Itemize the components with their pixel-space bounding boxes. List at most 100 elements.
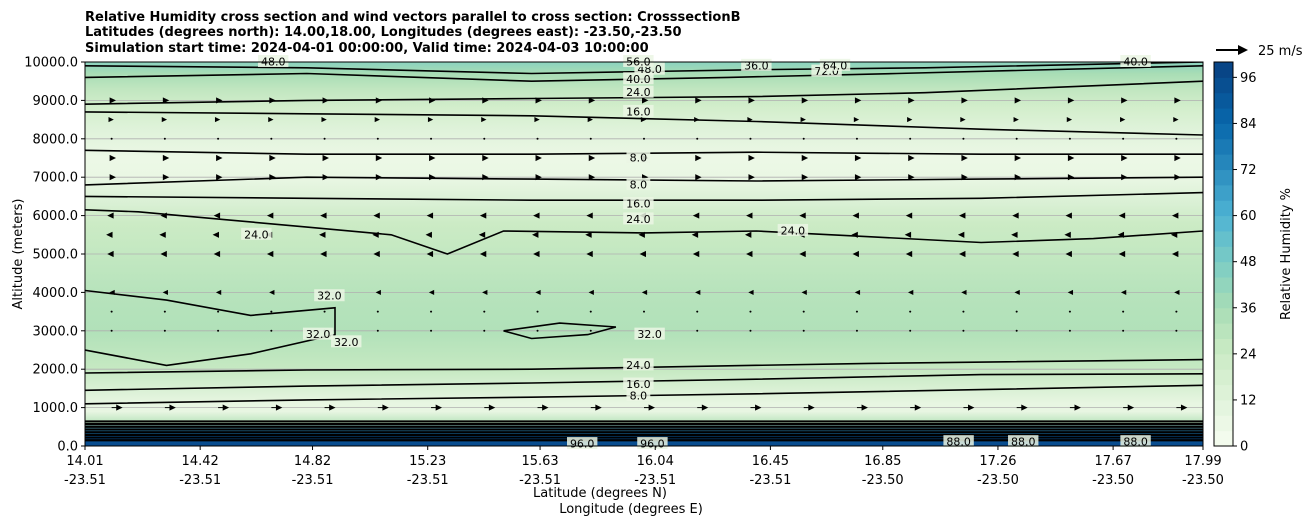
- x-tick-label-lat: 14.01: [66, 454, 103, 469]
- contour-line-24: [85, 358, 1203, 374]
- wind-vector: [589, 329, 592, 332]
- wind-vector-head: [109, 289, 115, 295]
- colorbar-tick-label: 48: [1240, 255, 1257, 270]
- contour-label-bg: [241, 227, 272, 240]
- contour-label-bg: [314, 289, 345, 302]
- wind-vector-head: [429, 174, 436, 181]
- colorbar-band: [1214, 154, 1233, 171]
- wind-vector-head: [639, 250, 646, 258]
- x-tick-label-lat: 17.67: [1095, 454, 1132, 469]
- colorbar-band: [1214, 77, 1233, 94]
- contour-label-bg: [1120, 55, 1151, 67]
- wind-vector-head: [1067, 289, 1074, 295]
- contour-label-bg: [626, 177, 651, 190]
- contour-label-bg: [331, 335, 362, 348]
- wind-vector: [643, 137, 645, 140]
- wind-vector-head: [1173, 117, 1179, 123]
- wind-vector: [802, 137, 805, 140]
- wind-vector-head: [322, 154, 329, 162]
- x-tick-label-lon: -23.51: [179, 473, 221, 488]
- wind-vector: [749, 137, 752, 140]
- colorbar-ticks: 0 12 24 36 48 60 72 84 96: [1233, 71, 1257, 455]
- wind-vector-head: [214, 117, 221, 123]
- chart-title-line-3: Simulation start time: 2024-04-01 00:00:…: [85, 41, 649, 56]
- contour-label: 32.0: [637, 328, 662, 341]
- wind-vector-head: [961, 97, 968, 104]
- wind-vector-head: [851, 231, 858, 238]
- wind-vector-head: [107, 212, 114, 219]
- colorbar-bands: [1214, 62, 1233, 447]
- wind-vector-head: [588, 289, 594, 295]
- colorbar-tick-label: 60: [1240, 209, 1257, 224]
- wind-vector-head: [748, 154, 755, 162]
- colorbar-band: [1214, 261, 1233, 278]
- wind-vector-head: [427, 117, 434, 123]
- y-axis: 0.0 1000.0 2000.0 3000.0 4000.0 5000.0 6000.0 7…: [24, 56, 85, 455]
- x-tick-label-lon: -23.51: [519, 473, 561, 488]
- contour-label: 88.0: [946, 436, 971, 449]
- contour-line-32: [503, 322, 617, 340]
- wind-vector-head: [1012, 212, 1019, 219]
- wind-vector-head: [320, 212, 327, 219]
- wind-vector-head: [800, 117, 806, 123]
- wind-vector-head: [215, 289, 222, 295]
- y-tick-label: 10000.0: [24, 56, 78, 71]
- wind-vector-head: [968, 404, 975, 411]
- wind-vector: [1122, 329, 1125, 332]
- wind-vector: [749, 329, 752, 332]
- contour-label-bg: [626, 151, 651, 163]
- wind-vector-head: [691, 231, 699, 238]
- wind-vector-head: [481, 117, 487, 123]
- contour-label-bg: [943, 435, 974, 448]
- wind-vector-head: [694, 117, 700, 123]
- wind-vector: [536, 137, 539, 140]
- wind-vector-head: [588, 97, 596, 104]
- wind-vector-head: [542, 404, 549, 411]
- wind-vector: [696, 137, 699, 140]
- wind-vector-head: [799, 212, 806, 219]
- colorbar-band: [1214, 353, 1233, 370]
- wind-vector: [589, 310, 592, 313]
- wind-vector-head: [1170, 231, 1178, 238]
- wind-vector-head: [482, 154, 489, 162]
- wind-vector-head: [1012, 250, 1019, 258]
- wind-vector-head: [535, 154, 542, 162]
- wind-vector-head: [269, 174, 276, 181]
- wind-vector-head: [1120, 117, 1126, 123]
- wind-vector-head: [426, 212, 434, 219]
- wind-vector-head: [1121, 154, 1128, 162]
- wind-vector-head: [1067, 154, 1075, 162]
- wind-vector-head: [533, 212, 540, 219]
- x-tick-label-lat: 17.99: [1184, 454, 1221, 469]
- plot-area: 8.08.016.024.024.024.032.032.032.032.024…: [84, 55, 1204, 451]
- contour-label-bg: [623, 377, 654, 390]
- x-axis-label-longitude: Longitude (degrees E): [559, 502, 703, 517]
- wind-vector: [749, 310, 752, 313]
- contour-label: 24.0: [626, 86, 651, 99]
- x-tick-label-lat: 14.42: [182, 454, 219, 469]
- contour-label: 96.0: [640, 438, 665, 451]
- wind-vector: [536, 329, 539, 332]
- wind-vector-head: [1171, 250, 1179, 258]
- wind-vector-head: [534, 117, 540, 123]
- wind-vector-head: [322, 97, 329, 104]
- wind-vector-head: [1180, 404, 1188, 411]
- wind-vector-head: [426, 250, 434, 258]
- wind-vector-head: [1021, 404, 1028, 411]
- wind-vector-head: [1014, 289, 1020, 295]
- wind-vector-head: [588, 154, 596, 162]
- wind-vector: [643, 310, 645, 313]
- wind-vector: [217, 329, 220, 332]
- colorbar-tick-label: 12: [1240, 393, 1257, 408]
- contour-label: 64.0: [823, 59, 848, 72]
- y-tick-label: 3000.0: [33, 324, 79, 339]
- colorbar-band: [1214, 123, 1233, 140]
- colorbar-band: [1214, 292, 1233, 309]
- wind-vector-head: [222, 404, 230, 411]
- wind-vector-head: [269, 97, 276, 104]
- colorbar-tick-label: 0: [1240, 440, 1248, 455]
- contour-label-bg: [623, 85, 654, 98]
- wind-vector-head: [801, 154, 809, 162]
- wind-vector-head: [961, 154, 968, 162]
